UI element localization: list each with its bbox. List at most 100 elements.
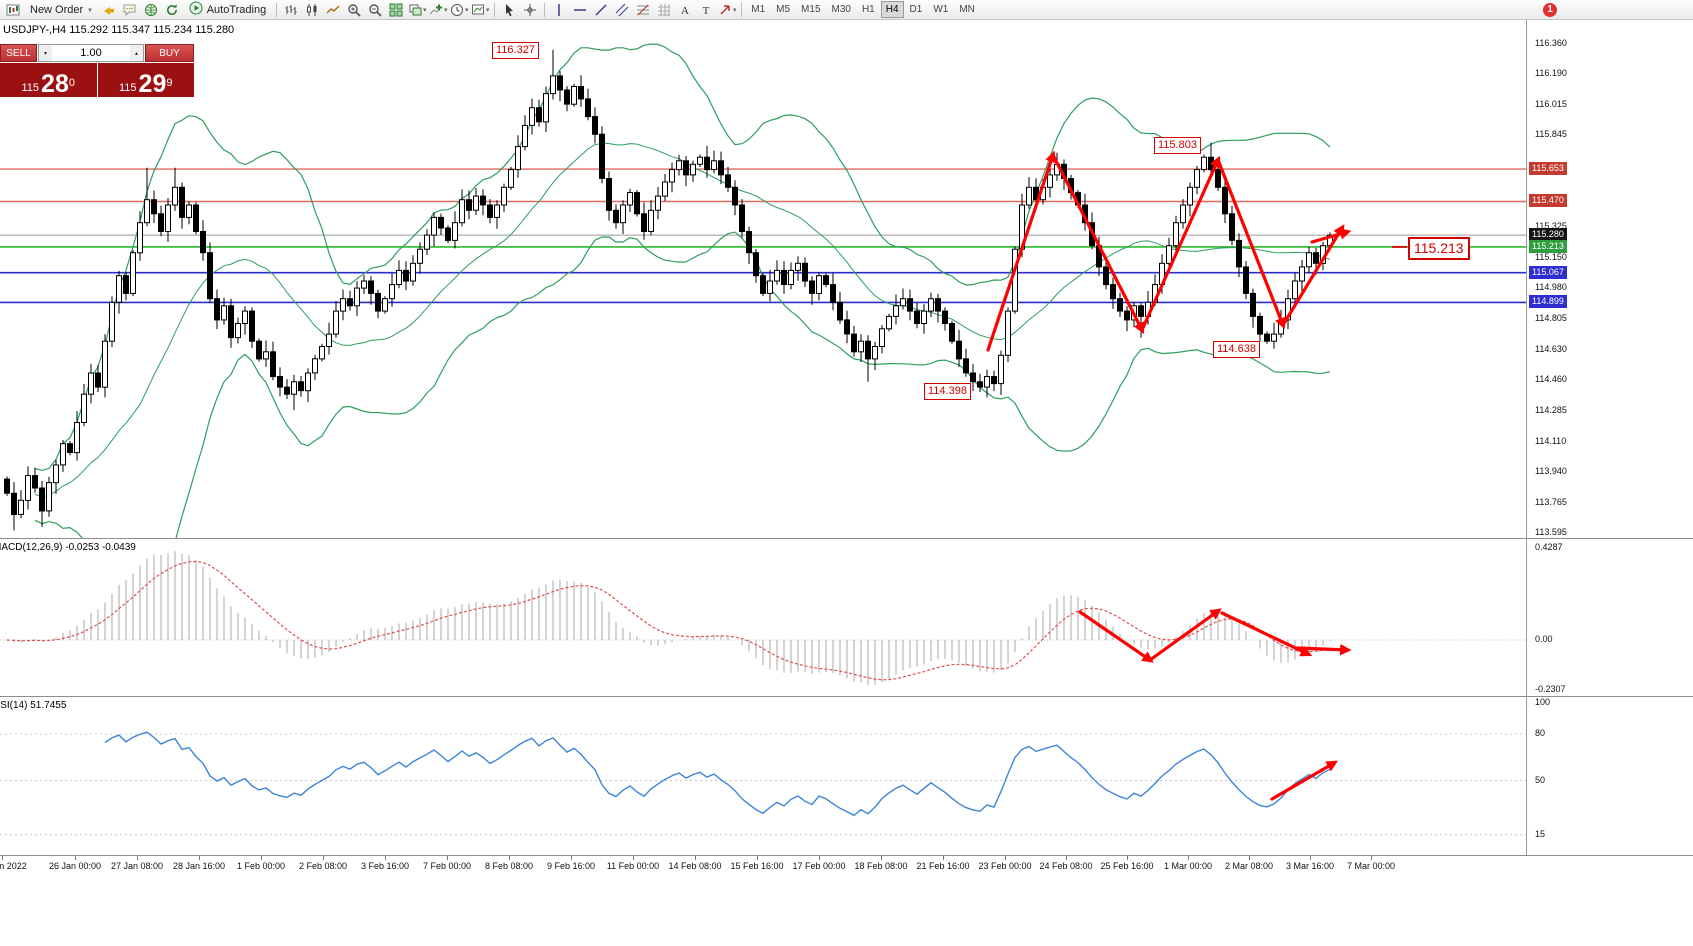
candlestick-chart-icon[interactable] <box>302 1 322 19</box>
templates-icon[interactable]: ▾ <box>470 1 490 19</box>
trend-arrow <box>1220 611 1313 657</box>
time-axis-label: 14 Feb 08:00 <box>668 861 722 871</box>
timeframe-button-m15[interactable]: M15 <box>796 1 825 18</box>
time-axis-label: 3 Feb 16:00 <box>360 861 410 871</box>
axis-tick-label: 116.190 <box>1535 68 1567 79</box>
dropdown-arrow-icon: ▾ <box>485 6 490 14</box>
timeframe-button-d1[interactable]: D1 <box>905 1 928 18</box>
toolbar: New Order ▾ AutoTrading ▾ ▾ ▾ ▾ A T ▾ M1 M5 M15 M30 H1… <box>0 0 1693 20</box>
arrows-icon[interactable]: ▾ <box>717 1 737 19</box>
timeframe-button-m1[interactable]: M1 <box>746 1 770 18</box>
cascade-windows-icon[interactable]: ▾ <box>407 1 427 19</box>
timeframe-button-h1[interactable]: H1 <box>857 1 880 18</box>
fibonacci-icon[interactable] <box>633 1 653 19</box>
tile-windows-icon[interactable] <box>386 1 406 19</box>
timeframe-button-mn[interactable]: MN <box>954 1 980 18</box>
trend-arrow <box>1216 158 1286 330</box>
axis-tick-label: 80 <box>1535 728 1546 738</box>
cursor-icon[interactable] <box>499 1 519 19</box>
zoom-out-icon[interactable] <box>365 1 385 19</box>
time-axis-tick <box>447 856 448 860</box>
time-axis[interactable]: 26 Jan 2022 26 Jan 00:00 27 Jan 08:00 28 Ja… <box>0 855 1693 876</box>
time-axis-label: 27 Jan 08:00 <box>110 861 164 871</box>
time-axis-label: 3 Mar 16:00 <box>1285 861 1335 871</box>
announcement-icon[interactable] <box>99 1 119 19</box>
chat-icon[interactable] <box>120 1 140 19</box>
sell-button[interactable]: SELL <box>0 44 37 62</box>
volume-increase-button[interactable]: ▴ <box>130 45 143 61</box>
time-axis-label: 17 Feb 00:00 <box>792 861 846 871</box>
line-chart-icon[interactable] <box>323 1 343 19</box>
axis-tick-label: 50 <box>1535 774 1546 785</box>
candle-wicks-layer <box>6 49 1331 531</box>
new-order-button[interactable]: New Order ▾ <box>24 1 98 19</box>
axis-tick-label: 100 <box>1535 697 1551 707</box>
sell-price-prefix: 115 <box>21 82 40 94</box>
axis-tick-label: 0.00 <box>1535 634 1553 644</box>
community-icon[interactable] <box>141 1 161 19</box>
indicators-icon[interactable]: ▾ <box>428 1 448 19</box>
time-axis-label: 8 Feb 08:00 <box>484 861 534 871</box>
time-axis-label: 2 Mar 08:00 <box>1224 861 1274 871</box>
buy-price-display[interactable]: 115 29 9 <box>97 63 194 98</box>
autotrading-button[interactable]: AutoTrading <box>183 1 273 19</box>
grid-icon[interactable] <box>654 1 674 19</box>
rsi-indicator-label: RSI(14) 51.7455 <box>0 700 67 711</box>
volume-value[interactable]: 1.00 <box>80 47 102 59</box>
timeframe-button-m30[interactable]: M30 <box>827 1 856 18</box>
crosshair-icon[interactable] <box>520 1 540 19</box>
axis-tick-label: 113.595 <box>1535 527 1567 538</box>
svg-text:A: A <box>681 5 689 17</box>
label-icon[interactable]: T <box>696 1 716 19</box>
timeframe-button-w1[interactable]: W1 <box>928 1 953 18</box>
axis-tick-label: 114.110 <box>1535 435 1567 446</box>
vertical-line-icon[interactable] <box>549 1 569 19</box>
axis-tick-label: 0.4287 <box>1535 541 1563 552</box>
bollinger-middle-band <box>34 143 1331 498</box>
axis-tick-label: 15 <box>1535 828 1546 839</box>
price-axis-tag: 115.280 <box>1529 228 1567 242</box>
axis-tick-label: 115.845 <box>1535 129 1567 140</box>
time-axis-tick <box>1188 856 1189 860</box>
trendline-icon[interactable] <box>591 1 611 19</box>
time-axis-tick <box>571 856 572 860</box>
time-axis-tick <box>75 856 76 860</box>
buy-button[interactable]: BUY <box>145 44 194 62</box>
price-chart-canvas[interactable] <box>0 20 1526 538</box>
time-axis-tick <box>137 856 138 860</box>
timeframe-button-m5[interactable]: M5 <box>771 1 795 18</box>
trend-arrow <box>1270 760 1338 801</box>
dropdown-arrow-icon: ▾ <box>464 6 469 14</box>
text-icon[interactable]: A <box>675 1 695 19</box>
channel-icon[interactable] <box>612 1 632 19</box>
rsi-panel-canvas[interactable] <box>0 697 1526 855</box>
price-axis[interactable]: 116.360 116.190 116.015 115.845 115.325 115.1… <box>1527 20 1693 875</box>
time-axis-tick <box>1310 856 1311 860</box>
macd-panel-canvas[interactable] <box>0 540 1526 695</box>
time-axis-tick <box>2 856 3 860</box>
zoom-in-icon[interactable] <box>344 1 364 19</box>
toolbar-separator <box>276 2 278 17</box>
new-chart-icon[interactable] <box>3 1 23 19</box>
sell-price-big: 28 <box>41 70 69 98</box>
panel-separator[interactable] <box>0 538 1693 539</box>
sell-price-display[interactable]: 115 28 0 <box>0 63 97 97</box>
macd-histogram <box>13 551 1331 685</box>
period-clock-icon[interactable]: ▾ <box>449 1 469 19</box>
axis-tick-label: 114.980 <box>1535 282 1567 293</box>
timeframe-button-h4[interactable]: H4 <box>880 1 904 18</box>
trend-arrow <box>1310 228 1352 244</box>
buy-price-pip: 9 <box>166 77 173 89</box>
volume-field[interactable]: ▾ 1.00 ▴ <box>38 44 144 62</box>
dropdown-arrow-icon: ▾ <box>88 6 92 14</box>
horizontal-line-icon[interactable] <box>570 1 590 19</box>
price-axis-tag: 115.470 <box>1529 194 1567 208</box>
volume-decrease-button[interactable]: ▾ <box>39 45 52 61</box>
bar-chart-icon[interactable] <box>281 1 301 19</box>
refresh-icon[interactable] <box>162 1 182 19</box>
notification-badge[interactable]: 1 <box>1543 3 1557 17</box>
panel-separator[interactable] <box>0 696 1693 697</box>
buy-price-big: 29 <box>138 70 167 98</box>
time-axis-tick <box>757 856 758 860</box>
price-axis-separator <box>1526 20 1527 855</box>
